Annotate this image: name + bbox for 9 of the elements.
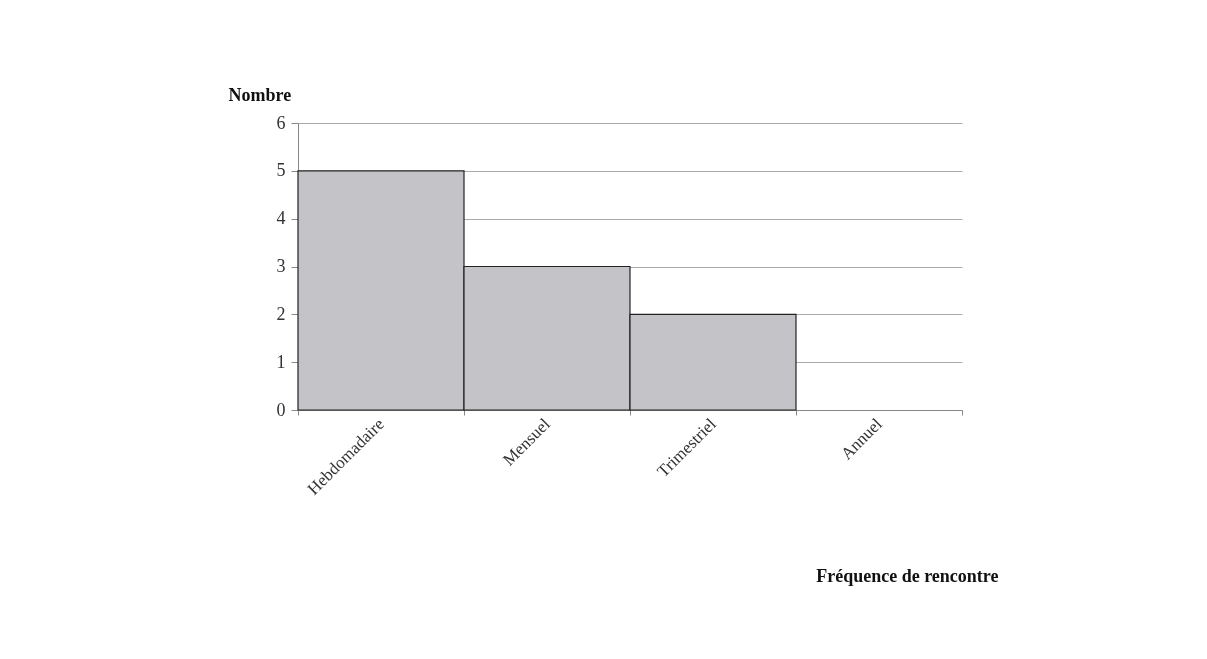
y-tick-label: 6 [276, 112, 286, 133]
y-tick-label: 2 [276, 303, 286, 324]
y-tick-label: 4 [276, 208, 286, 229]
y-tick-label: 3 [276, 256, 286, 276]
y-tick-label: 1 [276, 351, 286, 372]
y-tick-label: 5 [276, 160, 286, 181]
y-axis-title: Nombre [228, 84, 292, 105]
x-axis-title: Fréquence de rencontre [816, 565, 999, 586]
y-tick-label: 0 [276, 399, 286, 420]
